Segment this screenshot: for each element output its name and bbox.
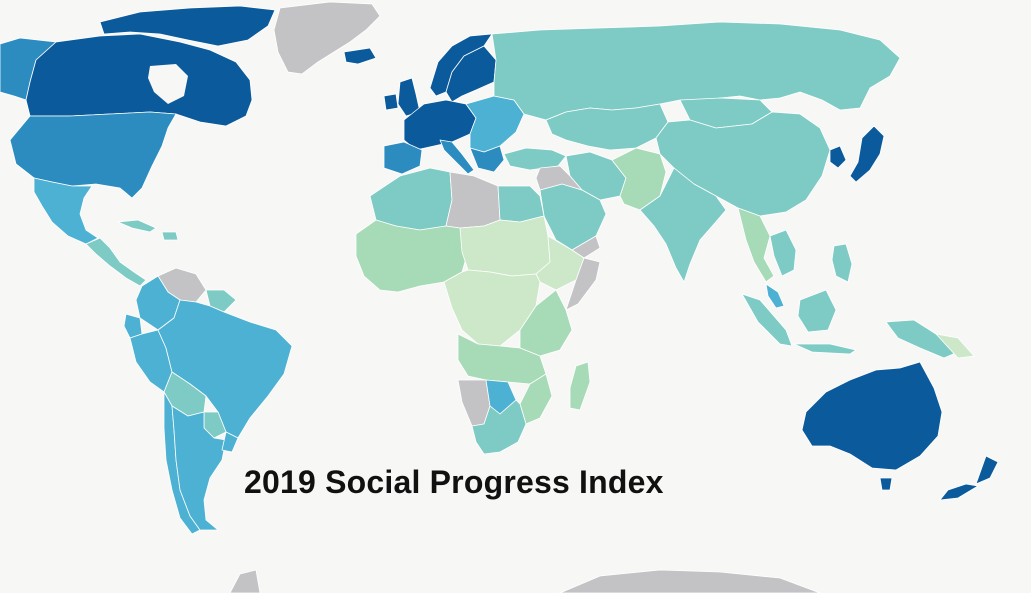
region-philippines[interactable] — [831, 243, 853, 283]
region-balkans[interactable] — [469, 145, 505, 173]
region-new-zealand[interactable] — [939, 455, 999, 501]
region-ecuador[interactable] — [123, 313, 143, 339]
water-hudson-bay — [148, 64, 188, 104]
region-eastern-europe[interactable] — [465, 95, 525, 153]
region-iraq-syria[interactable] — [535, 165, 583, 191]
region-argentina[interactable] — [171, 405, 227, 531]
region-morocco-algeria[interactable] — [369, 167, 453, 231]
region-korea[interactable] — [829, 145, 847, 169]
region-guianas[interactable] — [205, 289, 237, 313]
region-somalia[interactable] — [565, 257, 601, 311]
region-uruguay[interactable] — [221, 431, 239, 453]
region-madagascar[interactable] — [569, 361, 591, 411]
region-myanmar-thailand[interactable] — [737, 207, 775, 283]
region-canada-arctic[interactable] — [99, 5, 276, 47]
region-india[interactable] — [639, 167, 727, 283]
map-title: 2019 Social Progress Index — [244, 464, 664, 500]
region-java[interactable] — [793, 343, 857, 355]
region-new-guinea[interactable] — [885, 319, 959, 359]
region-tasmania[interactable] — [879, 477, 893, 491]
region-malaysia[interactable] — [765, 283, 785, 309]
region-vietnam-laos[interactable] — [769, 229, 797, 277]
region-east-africa[interactable] — [519, 289, 573, 357]
region-antarctica-west — [229, 569, 261, 593]
region-antarctica-east — [559, 569, 821, 593]
region-iceland[interactable] — [343, 47, 377, 65]
region-mexico[interactable] — [33, 177, 99, 245]
region-egypt[interactable] — [497, 185, 545, 223]
region-italy[interactable] — [439, 139, 475, 175]
region-libya[interactable] — [445, 171, 501, 229]
region-central-america[interactable] — [85, 237, 147, 287]
region-australia[interactable] — [801, 361, 943, 471]
region-cuba[interactable] — [117, 219, 157, 233]
region-japan[interactable] — [849, 125, 885, 183]
region-sumatra[interactable] — [741, 293, 793, 347]
region-united-states[interactable] — [9, 111, 177, 199]
region-central-africa[interactable] — [443, 269, 541, 347]
region-papua-new-guinea[interactable] — [935, 333, 975, 359]
region-borneo[interactable] — [797, 289, 837, 333]
region-hispaniola[interactable] — [161, 231, 179, 241]
region-canada[interactable] — [25, 33, 253, 127]
region-south-africa[interactable] — [471, 399, 527, 455]
region-namibia[interactable] — [457, 379, 491, 427]
region-ireland[interactable] — [383, 93, 399, 111]
region-greenland[interactable] — [273, 1, 381, 75]
region-iberia[interactable] — [383, 141, 423, 175]
region-turkey[interactable] — [503, 147, 567, 171]
